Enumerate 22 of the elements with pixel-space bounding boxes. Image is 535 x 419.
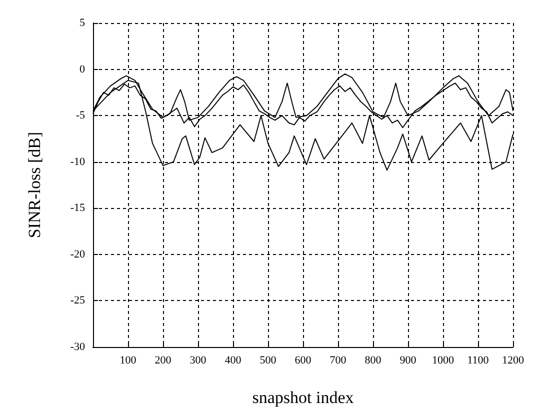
y-tick-label: -30 — [70, 341, 86, 353]
x-tick-label: 1000 — [432, 354, 454, 366]
y-tick-label: -15 — [70, 202, 86, 214]
y-tick-label: -20 — [70, 248, 86, 260]
x-tick-label: 1200 — [502, 354, 524, 366]
y-tick-label: 0 — [80, 63, 86, 76]
x-tick-label: 800 — [364, 354, 382, 366]
y-axis-title: SINR-loss [dB] — [25, 132, 44, 238]
y-tick-label: -25 — [70, 294, 86, 307]
y-tick-label: 5 — [80, 17, 86, 29]
x-axis-title: snapshot index — [252, 388, 354, 407]
x-tick-label: 600 — [294, 354, 312, 366]
x-tick-label: 500 — [260, 354, 277, 366]
x-tick-label: 1100 — [467, 354, 490, 366]
x-tick-label: 400 — [224, 354, 242, 366]
y-tick-label: -5 — [76, 110, 86, 122]
x-tick-label: 100 — [120, 354, 137, 366]
x-tick-label: 300 — [190, 354, 207, 366]
x-tick-label: 900 — [400, 354, 417, 366]
x-tick-label: 700 — [330, 354, 347, 366]
y-tick-label: -10 — [70, 156, 86, 168]
x-tick-label: 200 — [154, 354, 172, 366]
